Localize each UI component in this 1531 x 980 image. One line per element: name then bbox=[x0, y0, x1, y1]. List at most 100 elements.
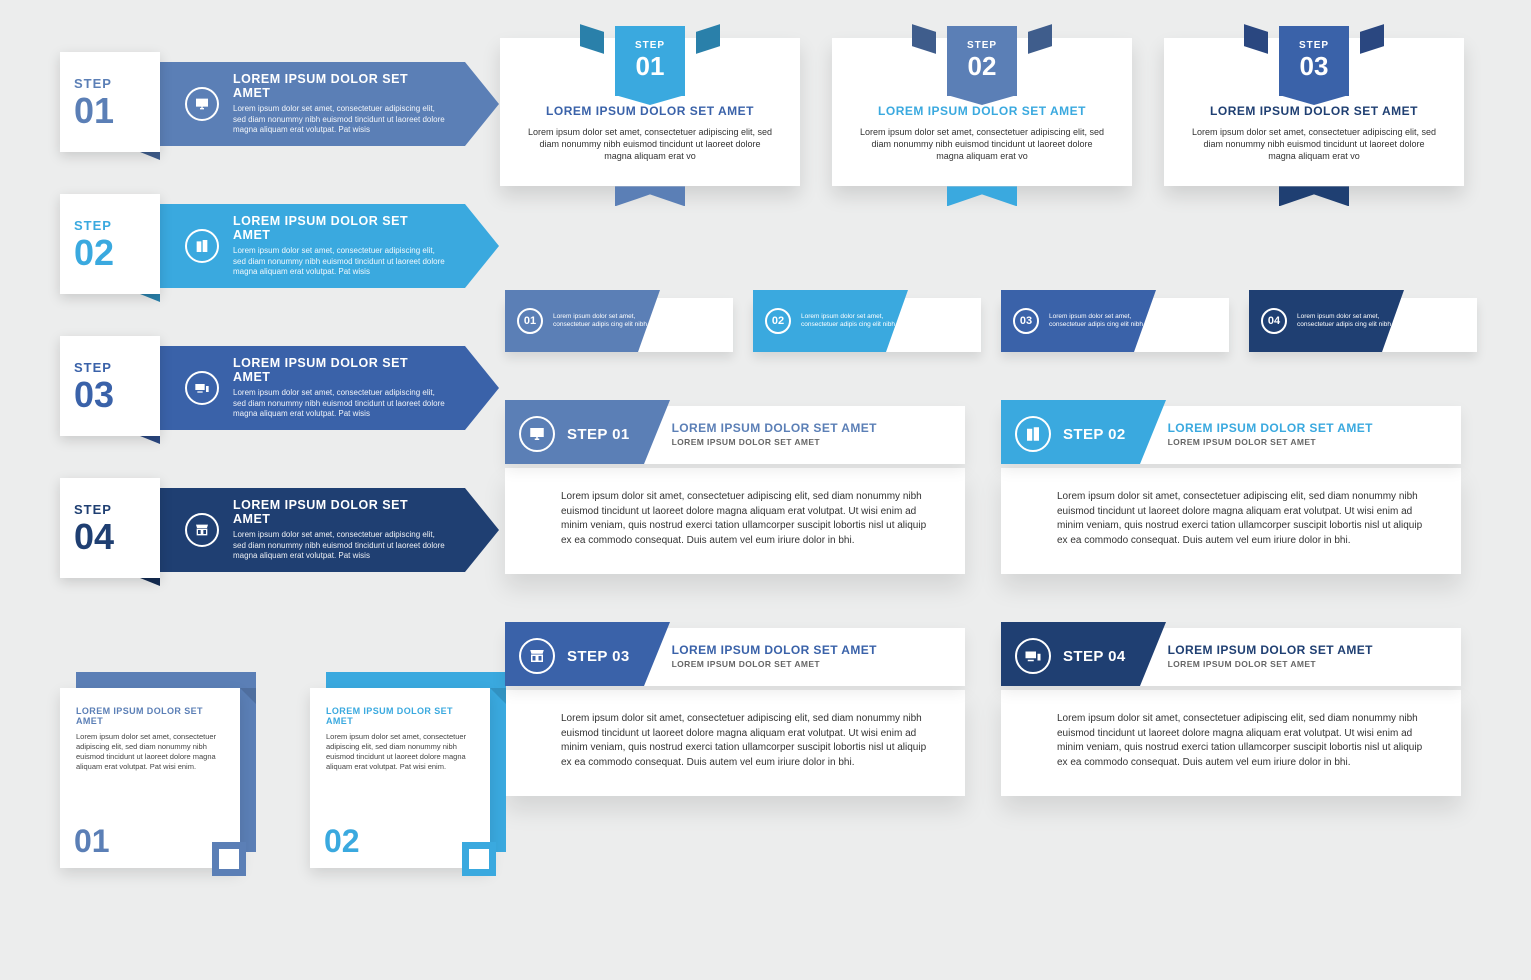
tab-text: Lorem ipsum dolor set amet, consectetuer… bbox=[1297, 313, 1394, 329]
monitor-icon bbox=[185, 87, 219, 121]
tab-01: 01 Lorem ipsum dolor set amet, consectet… bbox=[505, 290, 733, 360]
panel-title: LOREM IPSUM DOLOR SET AMET bbox=[672, 643, 877, 657]
note-square-icon bbox=[462, 842, 496, 876]
step-label: STEP bbox=[635, 40, 665, 51]
panel-body: Lorem ipsum dolor sit amet, consectetuer… bbox=[1001, 468, 1461, 574]
arrow-body: Lorem ipsum dolor set amet, consectetuer… bbox=[233, 530, 447, 561]
tab-text: Lorem ipsum dolor set amet, consectetuer… bbox=[801, 313, 898, 329]
ribbon-body: Lorem ipsum dolor set amet, consectetuer… bbox=[858, 126, 1106, 162]
arrow-title: LOREM IPSUM DOLOR SET AMET bbox=[233, 356, 447, 384]
ribbon-body: Lorem ipsum dolor set amet, consectetuer… bbox=[526, 126, 774, 162]
store-icon bbox=[185, 513, 219, 547]
panel-title: LOREM IPSUM DOLOR SET AMET bbox=[1168, 421, 1373, 435]
panel-body: Lorem ipsum dolor sit amet, consectetuer… bbox=[505, 690, 965, 796]
ribbon-tag: STEP 01 bbox=[615, 26, 685, 104]
note-square-icon bbox=[212, 842, 246, 876]
panel-body: Lorem ipsum dolor sit amet, consectetuer… bbox=[1001, 690, 1461, 796]
step-number: 02 bbox=[968, 51, 997, 82]
arrow-body: Lorem ipsum dolor set amet, consectetuer… bbox=[233, 246, 447, 277]
ribbon-notch bbox=[1279, 95, 1349, 105]
ribbon-title: LOREM IPSUM DOLOR SET AMET bbox=[1190, 104, 1438, 118]
arrow-bar: LOREM IPSUM DOLOR SET AMET Lorem ipsum d… bbox=[125, 62, 465, 146]
ribbon-title: LOREM IPSUM DOLOR SET AMET bbox=[526, 104, 774, 118]
arrow-banners: STEP 01 LOREM IPSUM DOLOR SET AMET Lorem… bbox=[60, 52, 480, 620]
note-number: 01 bbox=[74, 823, 110, 860]
ribbon-title: LOREM IPSUM DOLOR SET AMET bbox=[858, 104, 1106, 118]
panel-title: LOREM IPSUM DOLOR SET AMET bbox=[1168, 643, 1373, 657]
ribbon-card-03: STEP 03 LOREM IPSUM DOLOR SET AMET Lorem… bbox=[1164, 38, 1464, 186]
arrow-badge: STEP 04 bbox=[60, 478, 160, 578]
arrow-title: LOREM IPSUM DOLOR SET AMET bbox=[233, 214, 447, 242]
devices-icon bbox=[185, 371, 219, 405]
ribbon-card-02: STEP 02 LOREM IPSUM DOLOR SET AMET Lorem… bbox=[832, 38, 1132, 186]
arrow-head bbox=[465, 346, 499, 430]
tab-text: Lorem ipsum dolor set amet, consectetuer… bbox=[553, 313, 650, 329]
arrow-head bbox=[465, 204, 499, 288]
step-number: 03 bbox=[1300, 51, 1329, 82]
tab-04: 04 Lorem ipsum dolor set amet, consectet… bbox=[1249, 290, 1477, 360]
arrow-step-03: STEP 03 LOREM IPSUM DOLOR SET AMET Lorem… bbox=[60, 336, 480, 440]
note-title: LOREM IPSUM DOLOR SET AMET bbox=[76, 706, 224, 726]
arrow-title: LOREM IPSUM DOLOR SET AMET bbox=[233, 498, 447, 526]
ribbon-notch bbox=[615, 95, 685, 105]
small-tabs: 01 Lorem ipsum dolor set amet, consectet… bbox=[505, 290, 1477, 360]
arrow-title: LOREM IPSUM DOLOR SET AMET bbox=[233, 72, 447, 100]
note-02: LOREM IPSUM DOLOR SET AMET Lorem ipsum d… bbox=[310, 672, 510, 872]
arrow-badge: STEP 01 bbox=[60, 52, 160, 152]
monitor-icon bbox=[519, 416, 555, 452]
panel-step-label: STEP 01 bbox=[567, 426, 630, 443]
step-label: STEP bbox=[74, 218, 112, 233]
tab-number: 01 bbox=[517, 308, 543, 334]
note-body: Lorem ipsum dolor set amet, consectetuer… bbox=[76, 732, 224, 773]
step-number: 04 bbox=[74, 519, 114, 555]
arrow-badge: STEP 02 bbox=[60, 194, 160, 294]
step-number: 02 bbox=[74, 235, 114, 271]
devices-icon bbox=[1015, 638, 1051, 674]
panel-subtitle: LOREM IPSUM DOLOR SET AMET bbox=[1168, 437, 1373, 447]
tab-number: 04 bbox=[1261, 308, 1287, 334]
arrow-step-01: STEP 01 LOREM IPSUM DOLOR SET AMET Lorem… bbox=[60, 52, 480, 156]
tab-02: 02 Lorem ipsum dolor set amet, consectet… bbox=[753, 290, 981, 360]
note-title: LOREM IPSUM DOLOR SET AMET bbox=[326, 706, 474, 726]
panel-step-label: STEP 03 bbox=[567, 648, 630, 665]
panel-subtitle: LOREM IPSUM DOLOR SET AMET bbox=[1168, 659, 1373, 669]
tab-03: 03 Lorem ipsum dolor set amet, consectet… bbox=[1001, 290, 1229, 360]
tab-text: Lorem ipsum dolor set amet, consectetuer… bbox=[1049, 313, 1146, 329]
panel-body: Lorem ipsum dolor sit amet, consectetuer… bbox=[505, 468, 965, 574]
ribbon-tag: STEP 02 bbox=[947, 26, 1017, 104]
arrow-head bbox=[465, 488, 499, 572]
store-icon bbox=[519, 638, 555, 674]
panel-step-02: STEP 02 LOREM IPSUM DOLOR SET AMET LOREM… bbox=[1001, 400, 1461, 574]
step-label: STEP bbox=[967, 40, 997, 51]
panel-subtitle: LOREM IPSUM DOLOR SET AMET bbox=[672, 659, 877, 669]
ribbon-cards: STEP 01 LOREM IPSUM DOLOR SET AMET Lorem… bbox=[500, 38, 1464, 186]
panel-step-label: STEP 04 bbox=[1063, 648, 1126, 665]
arrow-bar: LOREM IPSUM DOLOR SET AMET Lorem ipsum d… bbox=[125, 204, 465, 288]
note-01: LOREM IPSUM DOLOR SET AMET Lorem ipsum d… bbox=[60, 672, 260, 872]
tab-number: 03 bbox=[1013, 308, 1039, 334]
ribbon-tag: STEP 03 bbox=[1279, 26, 1349, 104]
arrow-body: Lorem ipsum dolor set amet, consectetuer… bbox=[233, 104, 447, 135]
building-icon bbox=[185, 229, 219, 263]
ribbon-card-01: STEP 01 LOREM IPSUM DOLOR SET AMET Lorem… bbox=[500, 38, 800, 186]
ribbon-tail bbox=[615, 186, 685, 206]
ribbon-notch bbox=[947, 95, 1017, 105]
arrow-head bbox=[465, 62, 499, 146]
step-number: 01 bbox=[74, 93, 114, 129]
panel-step-04: STEP 04 LOREM IPSUM DOLOR SET AMET LOREM… bbox=[1001, 622, 1461, 796]
panel-subtitle: LOREM IPSUM DOLOR SET AMET bbox=[672, 437, 877, 447]
ribbon-tail bbox=[1279, 186, 1349, 206]
panel-step-label: STEP 02 bbox=[1063, 426, 1126, 443]
arrow-bar: LOREM IPSUM DOLOR SET AMET Lorem ipsum d… bbox=[125, 488, 465, 572]
step-number: 03 bbox=[74, 377, 114, 413]
step-label: STEP bbox=[1299, 40, 1329, 51]
big-panels: STEP 01 LOREM IPSUM DOLOR SET AMET LOREM… bbox=[505, 400, 1461, 796]
arrow-step-04: STEP 04 LOREM IPSUM DOLOR SET AMET Lorem… bbox=[60, 478, 480, 582]
note-body: Lorem ipsum dolor set amet, consectetuer… bbox=[326, 732, 474, 773]
note-number: 02 bbox=[324, 823, 360, 860]
arrow-bar: LOREM IPSUM DOLOR SET AMET Lorem ipsum d… bbox=[125, 346, 465, 430]
step-label: STEP bbox=[74, 76, 112, 91]
building-icon bbox=[1015, 416, 1051, 452]
arrow-body: Lorem ipsum dolor set amet, consectetuer… bbox=[233, 388, 447, 419]
ribbon-body: Lorem ipsum dolor set amet, consectetuer… bbox=[1190, 126, 1438, 162]
